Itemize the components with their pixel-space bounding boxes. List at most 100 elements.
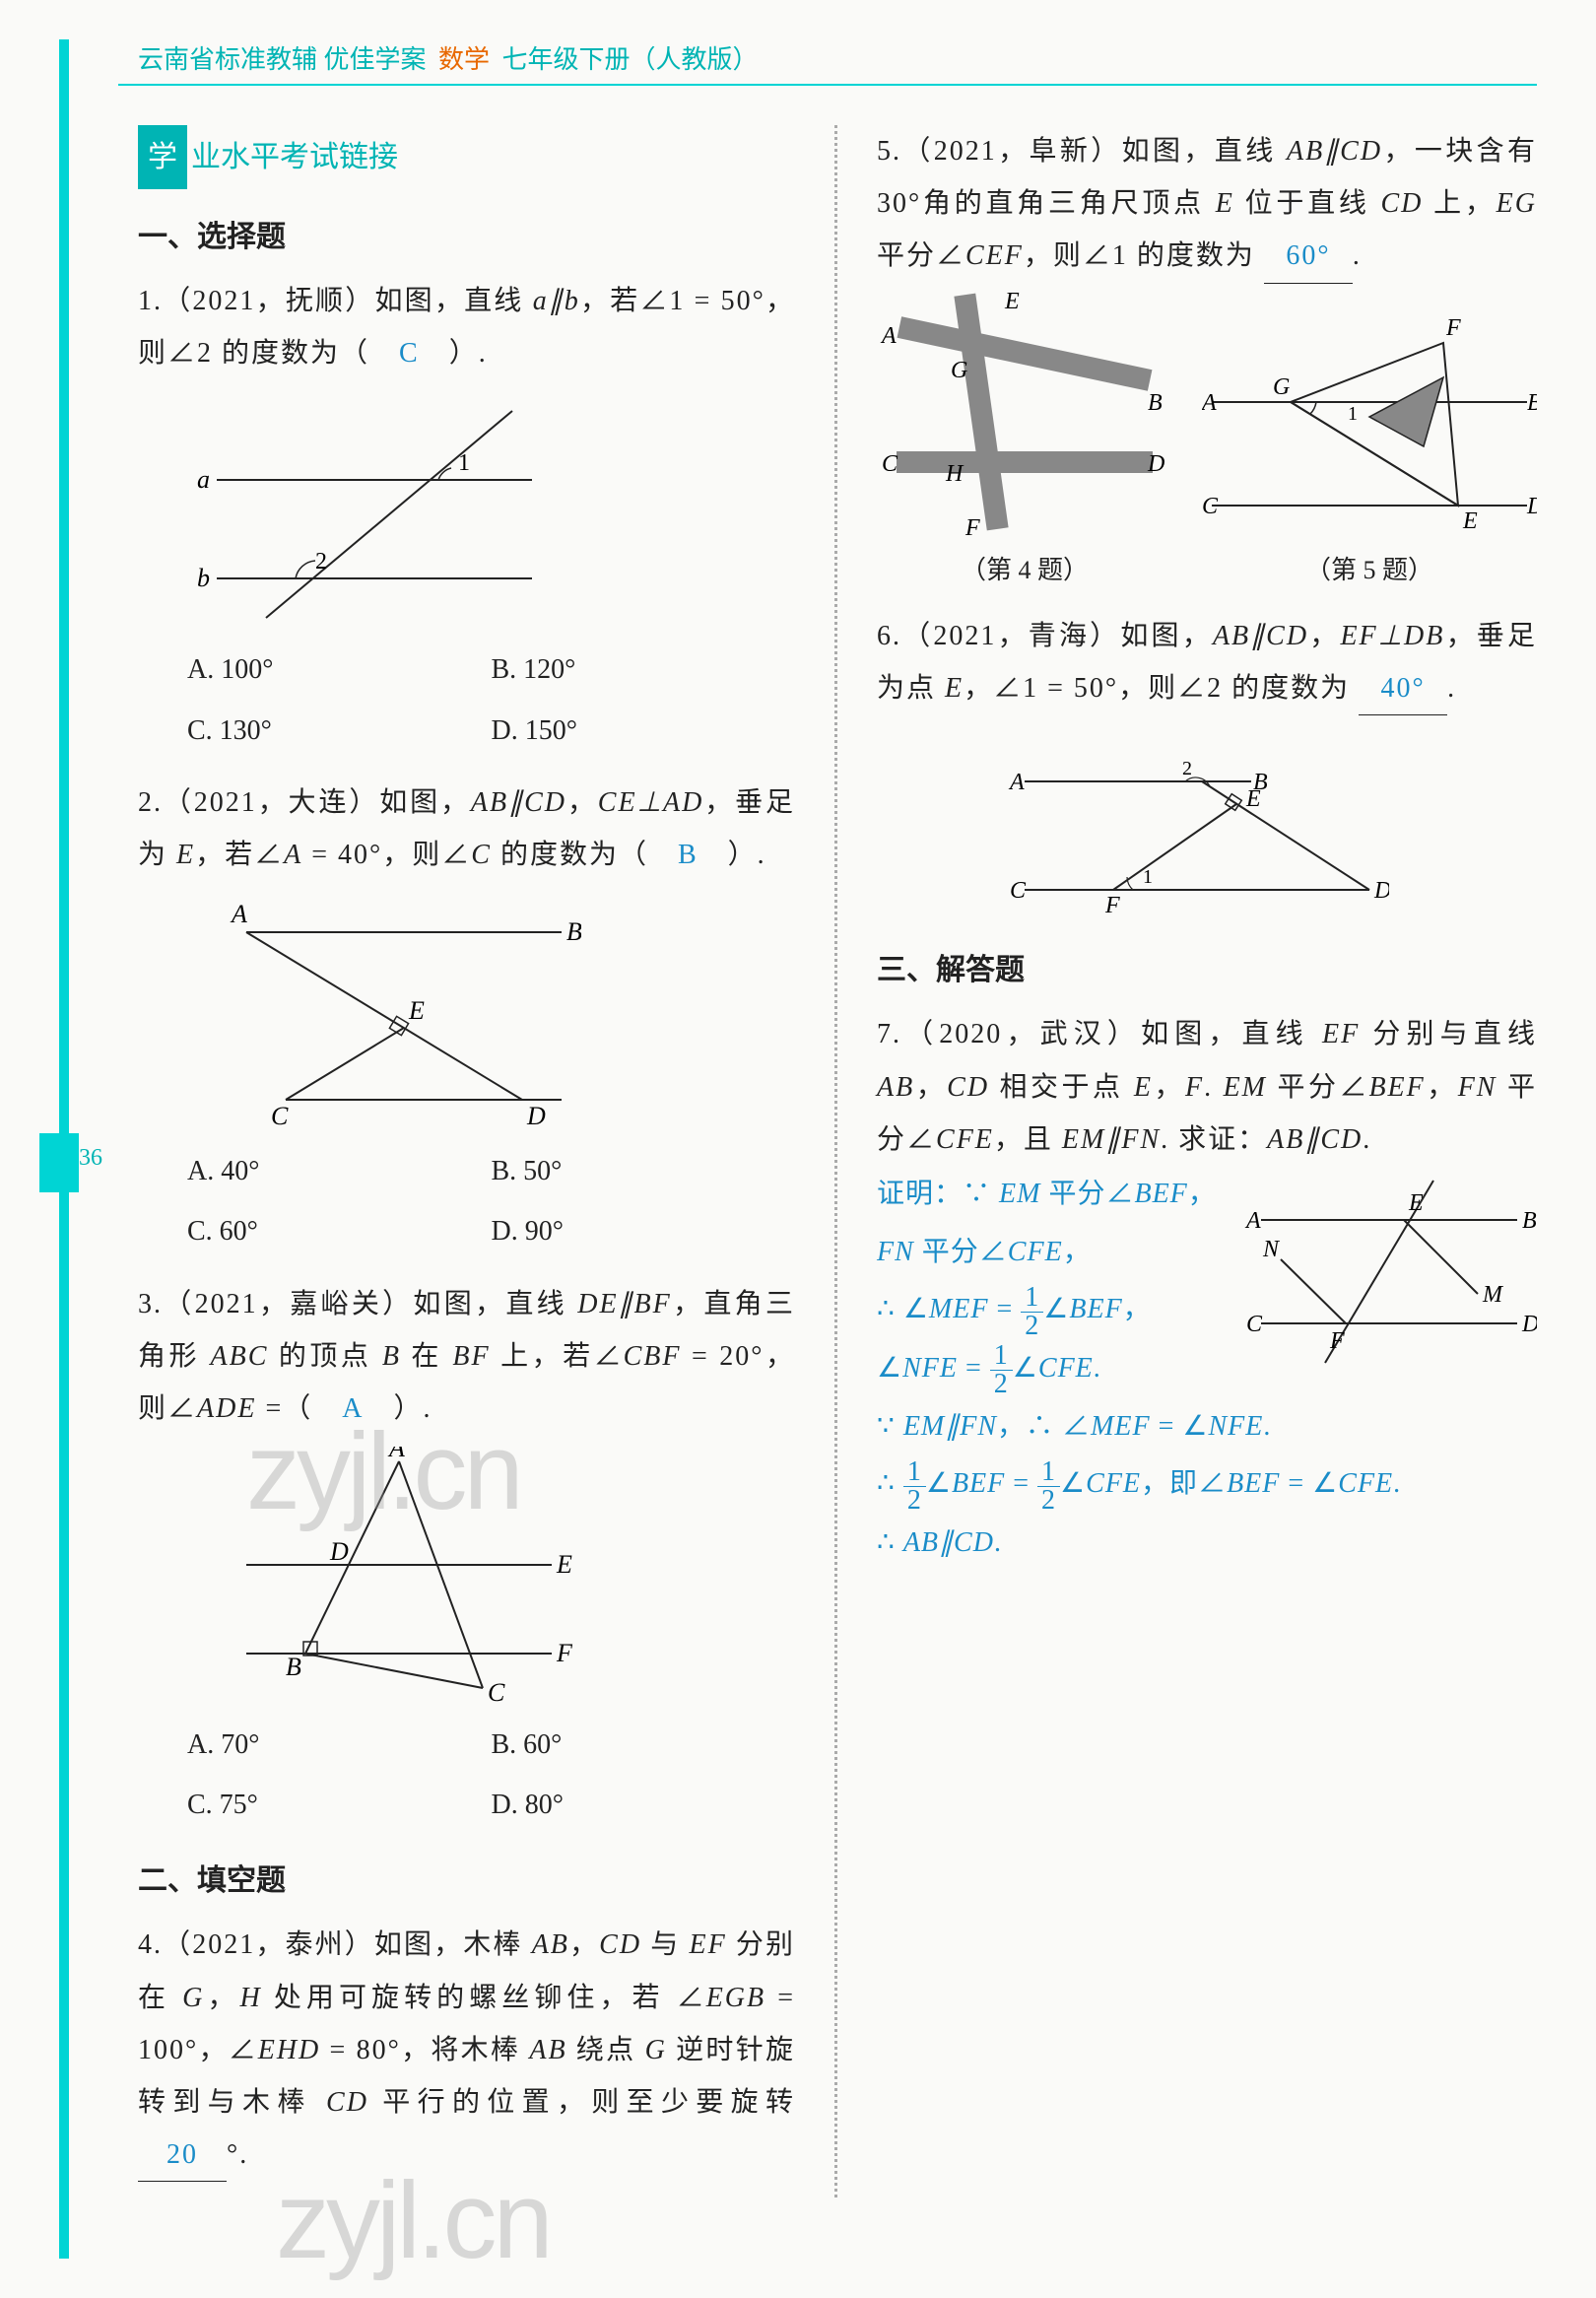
- heading-prove: 三、解答题: [877, 942, 1537, 998]
- svg-text:A: A: [1202, 390, 1217, 416]
- q5-text: 5.（2021，阜新）如图，直线 AB∥CD，一块含有 30°角的直角三角尺顶点…: [877, 125, 1537, 284]
- svg-text:F: F: [964, 515, 980, 540]
- q2-opt-d: D. 90°: [492, 1201, 796, 1261]
- svg-text:D: D: [1526, 494, 1537, 519]
- svg-text:B: B: [566, 917, 581, 946]
- q1-opt-d: D. 150°: [492, 701, 796, 761]
- q2-text: 2.（2021，大连）如图，AB∥CD，CE⊥AD，垂足为 E，若∠A = 40…: [138, 777, 795, 881]
- svg-text:1: 1: [1143, 866, 1153, 888]
- heading-choice: 一、选择题: [138, 209, 795, 265]
- q2-opt-a: A. 40°: [187, 1141, 492, 1201]
- q1-text: 1.（2021，抚顺）如图，直线 a∥b，若∠1 = 50°，则∠2 的度数为（…: [138, 275, 795, 379]
- svg-text:A: A: [880, 323, 897, 349]
- svg-text:B: B: [1148, 390, 1163, 416]
- svg-text:C: C: [1246, 1312, 1263, 1337]
- q4-q5-figures: A B C D E F G H （第 4 题） A: [877, 284, 1537, 594]
- fig5-caption: （第 5 题）: [1202, 546, 1537, 594]
- svg-text:C: C: [1202, 494, 1219, 519]
- q4-figure: A B C D E F G H （第 4 题）: [877, 284, 1172, 594]
- svg-text:A: A: [1244, 1208, 1261, 1234]
- q1-options: A. 100° B. 120° C. 130° D. 150°: [187, 640, 795, 760]
- svg-text:A: A: [1008, 770, 1025, 795]
- svg-text:2: 2: [1182, 758, 1192, 779]
- q6-text: 6.（2021，青海）如图，AB∥CD，EF⊥DB，垂足为点 E，∠1 = 50…: [877, 610, 1537, 715]
- svg-text:F: F: [556, 1639, 573, 1667]
- question-1: 1.（2021，抚顺）如图，直线 a∥b，若∠1 = 50°，则∠2 的度数为（…: [138, 275, 795, 761]
- svg-text:M: M: [1482, 1282, 1504, 1308]
- svg-text:D: D: [1147, 451, 1164, 477]
- column-divider: [834, 125, 837, 2197]
- svg-text:D: D: [1373, 878, 1389, 904]
- svg-text:N: N: [1262, 1237, 1281, 1262]
- svg-text:E: E: [1408, 1190, 1424, 1216]
- q3-text: 3.（2021，嘉峪关）如图，直线 DE∥BF，直角三角形 ABC 的顶点 B …: [138, 1278, 795, 1436]
- question-3: 3.（2021，嘉峪关）如图，直线 DE∥BF，直角三角形 ABC 的顶点 B …: [138, 1278, 795, 1836]
- q3-figure: A D E B F C: [187, 1447, 795, 1703]
- q3-opt-b: B. 60°: [492, 1715, 796, 1775]
- svg-text:E: E: [1004, 289, 1020, 314]
- svg-text:D: D: [526, 1102, 546, 1129]
- question-7: 7.（2020，武汉）如图，直线 EF 分别与直线 AB，CD 相交于点 E，F…: [877, 1008, 1537, 1572]
- q6-answer: 40°: [1359, 662, 1447, 715]
- svg-text:D: D: [329, 1537, 349, 1566]
- heading-fill: 二、填空题: [138, 1853, 795, 1909]
- svg-text:F: F: [1445, 315, 1461, 341]
- page-header: 云南省标准教辅 优佳学案 数学 七年级下册（人教版）: [118, 39, 1537, 86]
- page-number-tab: [39, 1133, 79, 1192]
- page-number: 36: [79, 1145, 102, 1172]
- header-prefix: 云南省标准教辅 优佳学案: [138, 45, 427, 74]
- q1-figure: a b 1 2: [187, 391, 795, 628]
- q5-answer: 60°: [1264, 230, 1353, 283]
- svg-text:E: E: [1462, 508, 1478, 534]
- svg-text:C: C: [1010, 878, 1027, 904]
- q1-opt-b: B. 120°: [492, 640, 796, 700]
- section-title: 学业水平考试链接: [138, 125, 795, 189]
- svg-text:1: 1: [1348, 403, 1358, 425]
- svg-text:E: E: [556, 1550, 572, 1579]
- svg-text:G: G: [1273, 374, 1290, 400]
- svg-text:a: a: [197, 465, 210, 494]
- svg-text:F: F: [1104, 893, 1120, 918]
- svg-text:G: G: [951, 358, 967, 383]
- svg-text:D: D: [1521, 1312, 1537, 1337]
- q7-text: 7.（2020，武汉）如图，直线 EF 分别与直线 AB，CD 相交于点 E，F…: [877, 1008, 1537, 1166]
- q4-text: 4.（2021，泰州）如图，木棒 AB，CD 与 EF 分别在 G，H 处用可旋…: [138, 1919, 795, 2182]
- header-grade: 七年级下册（人教版）: [502, 45, 759, 74]
- q3-options: A. 70° B. 60° C. 75° D. 80°: [187, 1715, 795, 1835]
- question-5: 5.（2021，阜新）如图，直线 AB∥CD，一块含有 30°角的直角三角尺顶点…: [877, 125, 1537, 594]
- question-2: 2.（2021，大连）如图，AB∥CD，CE⊥AD，垂足为 E，若∠A = 40…: [138, 777, 795, 1262]
- q1-opt-c: C. 130°: [187, 701, 492, 761]
- svg-text:1: 1: [458, 450, 470, 476]
- q4-answer: 20: [138, 2129, 227, 2182]
- q2-options: A. 40° B. 50° C. 60° D. 90°: [187, 1141, 795, 1261]
- svg-text:C: C: [488, 1678, 505, 1703]
- section-badge: 学: [138, 125, 187, 189]
- svg-text:B: B: [1522, 1208, 1537, 1234]
- question-6: 6.（2021，青海）如图，AB∥CD，EF⊥DB，垂足为点 E，∠1 = 50…: [877, 610, 1537, 924]
- svg-text:B: B: [1527, 390, 1537, 416]
- left-column: 学业水平考试链接 一、选择题 1.（2021，抚顺）如图，直线 a∥b，若∠1 …: [138, 125, 795, 2197]
- svg-text:E: E: [1245, 786, 1261, 812]
- q2-opt-b: B. 50°: [492, 1141, 796, 1201]
- q5-figure: A B C D E F G 1 （第 5 题）: [1202, 313, 1537, 594]
- svg-text:E: E: [408, 996, 425, 1025]
- q3-opt-c: C. 75°: [187, 1775, 492, 1835]
- q3-opt-d: D. 80°: [492, 1775, 796, 1835]
- svg-text:2: 2: [315, 549, 327, 574]
- svg-text:C: C: [882, 451, 898, 477]
- q7-figure: A B C D E F M N: [1241, 1166, 1537, 1373]
- svg-text:F: F: [1329, 1328, 1345, 1354]
- q1-opt-a: A. 100°: [187, 640, 492, 700]
- q2-opt-c: C. 60°: [187, 1201, 492, 1261]
- q6-figure: A B C D E F 2 1: [995, 727, 1537, 924]
- svg-text:b: b: [197, 564, 210, 592]
- svg-text:A: A: [230, 900, 247, 928]
- section-title-text: 业水平考试链接: [191, 141, 398, 173]
- right-column: 5.（2021，阜新）如图，直线 AB∥CD，一块含有 30°角的直角三角尺顶点…: [877, 125, 1537, 2197]
- question-4: 4.（2021，泰州）如图，木棒 AB，CD 与 EF 分别在 G，H 处用可旋…: [138, 1919, 795, 2182]
- content-columns: 学业水平考试链接 一、选择题 1.（2021，抚顺）如图，直线 a∥b，若∠1 …: [118, 125, 1537, 2197]
- q2-figure: A B C D E: [187, 893, 795, 1129]
- header-subject: 数学: [438, 45, 490, 74]
- svg-text:H: H: [945, 461, 964, 487]
- svg-text:B: B: [286, 1653, 301, 1681]
